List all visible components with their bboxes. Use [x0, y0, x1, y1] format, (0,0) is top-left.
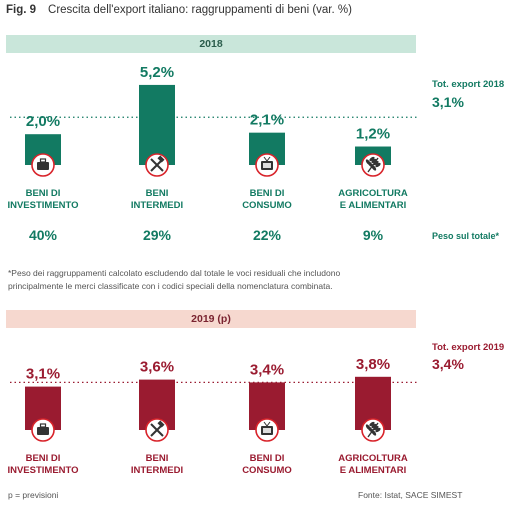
chart-1: 3,1% BENI DI INVESTIMENTO 3,6% BENI INTERMEDI…: [7, 342, 504, 476]
category-label: AGRICOLTURA E ALIMENTARI: [338, 188, 408, 211]
figure-caption: Crescita dell'export italiano: raggruppa…: [48, 4, 352, 16]
reference-value: 3,4%: [432, 356, 464, 372]
tv-icon: [255, 418, 279, 442]
hammer-wrench-icon: [145, 153, 169, 177]
reference-label: Tot. export 2018: [432, 79, 504, 90]
wheat-icon: [361, 418, 385, 442]
weight-value: 9%: [363, 227, 384, 243]
reference-label: Tot. export 2019: [432, 342, 504, 353]
band-2019: 2019 (p): [6, 310, 416, 328]
figure-title: Fig. 9 Crescita dell'export italiano: rag…: [6, 4, 352, 16]
source-note: Fonte: Istat, SACE SIMEST: [358, 490, 463, 500]
category-label: BENI DI CONSUMO: [242, 188, 292, 211]
bar: [139, 84, 175, 165]
chart-0: 2,0% BENI DI INVESTIMENTO 40% 5,2% BENI INTERM…: [7, 64, 504, 243]
briefcase-icon: [31, 153, 55, 177]
data-label: 3,6%: [140, 359, 174, 376]
reference-value: 3,1%: [432, 94, 464, 110]
data-label: 1,2%: [356, 126, 390, 143]
weight-label: Peso sul totale*: [432, 231, 500, 241]
footnote: *Peso dei raggruppamenti calcolato esclu…: [8, 268, 341, 291]
hammer-wrench-icon: [145, 418, 169, 442]
briefcase-icon: [31, 418, 55, 442]
data-label: 5,2%: [140, 64, 174, 81]
category-label: BENI DI INVESTIMENTO: [7, 453, 78, 476]
data-label: 2,0%: [26, 113, 60, 130]
category-label: BENI INTERMEDI: [131, 453, 183, 476]
weight-value: 40%: [29, 227, 58, 243]
category-label: BENI DI CONSUMO: [242, 453, 292, 476]
category-label: BENI DI INVESTIMENTO: [7, 188, 78, 211]
wheat-icon: [361, 153, 385, 177]
data-label: 3,1%: [26, 366, 60, 383]
band-2018: 2018: [6, 35, 416, 53]
weight-value: 22%: [253, 227, 282, 243]
category-label: BENI INTERMEDI: [131, 188, 183, 211]
category-label: AGRICOLTURA E ALIMENTARI: [338, 453, 408, 476]
figure-number: Fig. 9: [6, 4, 37, 16]
data-label: 2,1%: [250, 112, 284, 129]
tv-icon: [255, 153, 279, 177]
data-label: 3,8%: [356, 356, 390, 373]
data-label: 3,4%: [250, 361, 284, 378]
legend-note: p = previsioni: [8, 490, 59, 500]
weight-value: 29%: [143, 227, 172, 243]
